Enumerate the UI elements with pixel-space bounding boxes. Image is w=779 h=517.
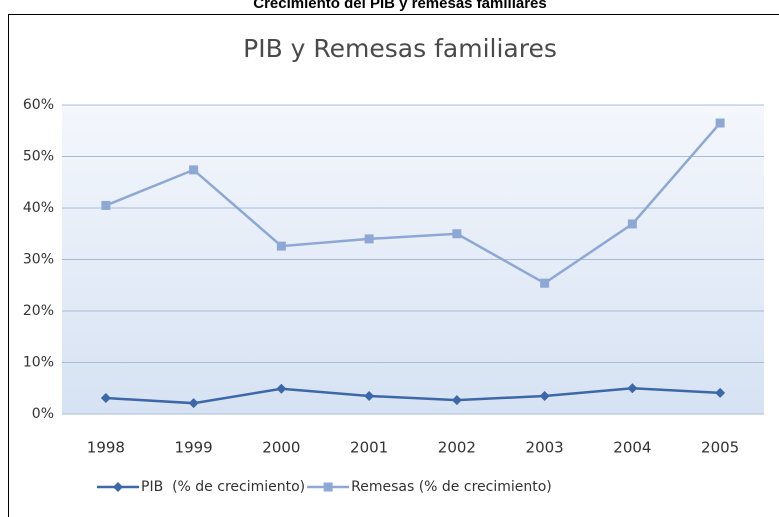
x-tick-label: 2005 xyxy=(701,439,739,457)
y-tick-label: 30% xyxy=(23,252,54,268)
data-point xyxy=(188,398,199,409)
data-point xyxy=(452,229,462,239)
x-tick-label: 1999 xyxy=(175,439,213,457)
y-tick-label: 50% xyxy=(23,149,54,165)
chart-title: PIB y Remesas familiares xyxy=(243,34,557,63)
x-tick-label: 2001 xyxy=(350,439,388,457)
data-point xyxy=(627,383,638,394)
x-tick-label: 2003 xyxy=(526,439,564,457)
data-point xyxy=(715,118,725,128)
y-tick-label: 20% xyxy=(23,303,54,319)
data-point xyxy=(364,234,374,244)
data-point xyxy=(101,200,111,210)
data-point xyxy=(451,395,462,406)
legend-label: PIB (% de crecimiento) xyxy=(141,479,305,495)
page-heading: Crecimiento del PIB y remesas familiares xyxy=(253,0,546,12)
x-tick-label: 2002 xyxy=(438,439,476,457)
y-tick-label: 10% xyxy=(23,355,54,371)
data-point xyxy=(276,241,286,251)
data-point xyxy=(189,165,199,175)
data-point xyxy=(276,383,287,394)
series-line xyxy=(105,122,722,285)
legend-marker xyxy=(323,482,333,492)
data-point xyxy=(540,278,550,288)
data-point xyxy=(715,387,726,398)
x-tick-label: 2004 xyxy=(613,439,651,457)
data-point xyxy=(100,393,111,404)
legend-marker xyxy=(113,482,123,492)
y-tick-label: 60% xyxy=(23,97,54,113)
data-point xyxy=(364,390,375,401)
x-tick-label: 2000 xyxy=(262,439,300,457)
legend-label: Remesas (% de crecimiento) xyxy=(351,479,552,495)
x-tick-label: 1998 xyxy=(87,439,125,457)
series-line xyxy=(105,386,721,405)
data-point xyxy=(627,219,637,229)
y-tick-label: 0% xyxy=(32,406,54,422)
data-point xyxy=(539,390,550,401)
y-tick-label: 40% xyxy=(23,200,54,216)
